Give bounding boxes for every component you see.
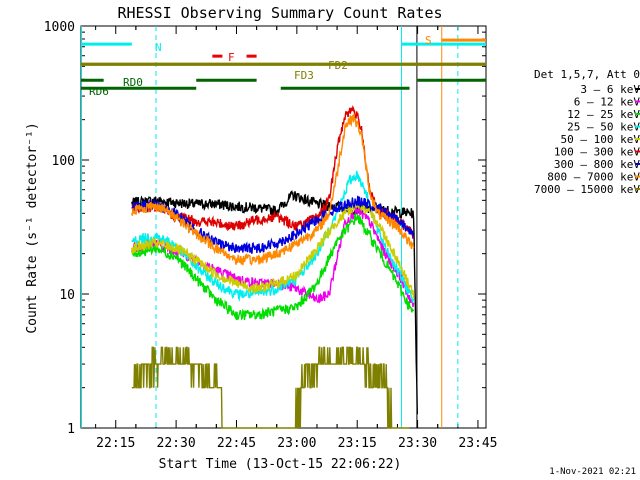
x-tick-label: 22:45 bbox=[217, 436, 256, 451]
legend-label: 12 – 25 keV bbox=[567, 108, 640, 121]
legend-label: 50 – 100 keV bbox=[561, 133, 640, 146]
legend-label: 6 – 12 keV bbox=[574, 96, 640, 109]
legend-label: 7000 – 15000 keV bbox=[534, 183, 640, 196]
y-tick-label: 1 bbox=[67, 422, 75, 437]
annotation-label: N bbox=[155, 41, 162, 54]
x-tick-label: 22:30 bbox=[157, 436, 196, 451]
legend-label: 300 – 800 keV bbox=[554, 158, 640, 171]
timestamp-label: 1-Nov-2021 02:21 bbox=[549, 467, 636, 477]
annotation-label: RD6 bbox=[89, 85, 109, 98]
series-group bbox=[131, 199, 415, 299]
chart-title: RHESSI Observing Summary Count Rates bbox=[117, 4, 442, 22]
series-line bbox=[131, 195, 415, 254]
x-tick-label: 22:15 bbox=[96, 436, 135, 451]
y-axis-label: Count Rate (s⁻¹ detector⁻¹) bbox=[25, 122, 40, 333]
y-tick-label: 1000 bbox=[44, 20, 75, 35]
legend-label: 25 – 50 keV bbox=[567, 121, 640, 134]
legend-label: 3 – 6 keV bbox=[580, 83, 640, 96]
legend-label: 100 – 300 keV bbox=[554, 146, 640, 159]
series-line bbox=[131, 213, 415, 321]
series-line bbox=[131, 346, 410, 429]
annotation-label: FD2 bbox=[328, 59, 348, 72]
annotation-label: RD0 bbox=[123, 76, 143, 89]
series-group bbox=[131, 213, 415, 321]
x-tick-label: 23:15 bbox=[338, 436, 377, 451]
annotation-label: F bbox=[228, 51, 235, 64]
y-tick-label: 100 bbox=[52, 154, 75, 169]
x-tick-label: 23:30 bbox=[398, 436, 437, 451]
x-axis-label: Start Time (13-Oct-15 22:06:22) bbox=[159, 457, 402, 472]
series-line bbox=[131, 113, 415, 267]
x-tick-label: 23:45 bbox=[458, 436, 497, 451]
series-group bbox=[131, 346, 410, 429]
series-group bbox=[131, 195, 415, 254]
annotation-label: FD3 bbox=[294, 69, 314, 82]
legend-title: Det 1,5,7, Att 0 bbox=[534, 68, 640, 81]
annotation-label: S bbox=[425, 34, 432, 47]
x-tick-label: 23:00 bbox=[277, 436, 316, 451]
series-group bbox=[131, 113, 415, 267]
y-tick-label: 10 bbox=[59, 288, 75, 303]
plot-area: 1 10 100 1000 22:15 22:30 22:45 23:00 23:15 23:30… bbox=[44, 20, 498, 451]
series-line bbox=[131, 199, 415, 299]
legend-label: 800 – 7000 keV bbox=[547, 171, 640, 184]
